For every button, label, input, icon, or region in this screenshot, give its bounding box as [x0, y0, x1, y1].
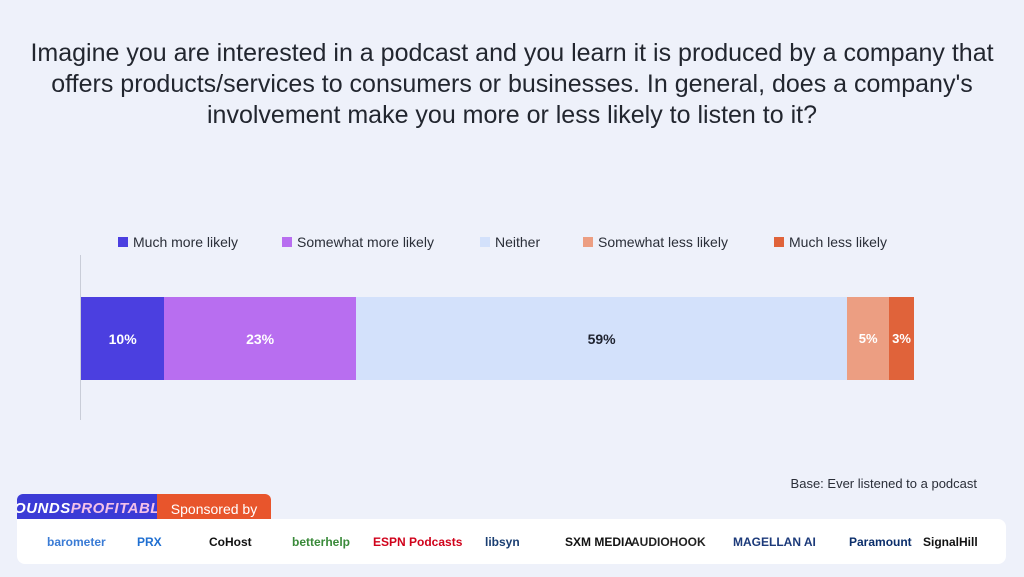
legend-label-somewhat-less: Somewhat less likely: [598, 234, 728, 250]
legend-label-much-more: Much more likely: [133, 234, 239, 250]
legend-swatch-somewhat-less: [583, 237, 593, 247]
sponsor-logo-libsyn: libsyn: [485, 534, 520, 549]
legend-item-neither: Neither: [480, 234, 540, 250]
sponsor-logo-barometer: barometer: [47, 534, 106, 549]
bar-segment-much-more: 10%: [81, 297, 165, 380]
sounds-profitable-banner: SOUNDSPROFITABLE Sponsored by: [17, 494, 271, 523]
logo-part1: SOUNDS: [17, 500, 71, 517]
bar-segment-somewhat-more: 23%: [164, 297, 356, 380]
chart-title: Imagine you are interested in a podcast …: [30, 39, 994, 129]
legend-label-much-less: Much less likely: [789, 234, 888, 250]
legend: Much more likely Somewhat more likely Ne…: [118, 234, 918, 254]
legend-swatch-much-more: [118, 237, 128, 247]
sounds-profitable-logo: SOUNDSPROFITABLE: [17, 494, 170, 523]
legend-item-much-more: Much more likely: [118, 234, 238, 250]
base-note: Base: Ever listened to a podcast: [790, 476, 977, 491]
legend-swatch-somewhat-more: [282, 237, 292, 247]
stacked-bar: 10% 23% 59% 5% 3%: [81, 297, 914, 380]
sponsor-logo-signalhill: SignalHill: [923, 534, 978, 549]
data-label-somewhat-more: 23%: [246, 330, 275, 347]
legend-label-somewhat-more: Somewhat more likely: [297, 234, 434, 250]
bar-segment-somewhat-less: 5%: [847, 297, 889, 380]
sponsored-by-label: Sponsored by: [157, 494, 271, 523]
sponsor-logo-betterhelp: betterhelp: [292, 534, 351, 549]
y-axis-line: [80, 255, 81, 420]
logo-part2: PROFITABLE: [70, 500, 171, 517]
sponsor-logo-cohost: CoHost: [209, 534, 252, 549]
sponsor-logo-sxm-media: SXM MEDIA: [565, 534, 634, 549]
data-label-much-less: 3%: [892, 331, 911, 346]
legend-item-much-less: Much less likely: [774, 234, 887, 250]
sponsor-logo-espn-podcasts: ESPN Podcasts: [373, 534, 463, 549]
sponsor-logo-audiohook: AUDIOHOOK: [631, 534, 706, 549]
data-label-somewhat-less: 5%: [858, 331, 878, 346]
data-label-much-more: 10%: [108, 330, 137, 347]
legend-swatch-much-less: [774, 237, 784, 247]
sponsor-logo-prx: PRX: [137, 534, 162, 549]
legend-label-neither: Neither: [495, 234, 541, 250]
data-label-neither: 59%: [587, 330, 616, 347]
legend-item-somewhat-less: Somewhat less likely: [583, 234, 728, 250]
sponsor-strip: barometer PRX CoHost betterhelp ESPN Pod…: [17, 519, 1006, 564]
bar-segment-much-less: 3%: [889, 297, 914, 380]
sponsor-logo-paramount: Paramount: [849, 534, 912, 549]
legend-item-somewhat-more: Somewhat more likely: [282, 234, 434, 250]
legend-swatch-neither: [480, 237, 490, 247]
bar-segment-neither: 59%: [355, 297, 848, 380]
sponsor-logo-magellan-ai: MAGELLAN AI: [733, 534, 816, 549]
